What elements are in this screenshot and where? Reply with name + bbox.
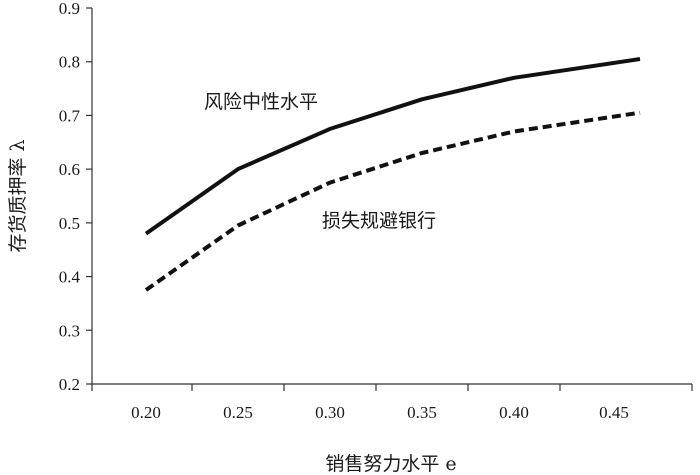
y-tick-label: 0.6: [59, 160, 80, 179]
series-layer: [144, 57, 641, 292]
series-line-risk-neutral: [144, 57, 641, 236]
x-tick-label: 0.35: [407, 403, 437, 422]
series-line-loss-averse-bank: [144, 110, 641, 292]
x-tick-label: 0.30: [315, 403, 345, 422]
y-tick-label: 0.8: [59, 53, 80, 72]
y-axis-title: 存货质押率 λ: [7, 139, 29, 252]
x-tick-label: 0.40: [499, 403, 529, 422]
x-tick-label: 0.25: [223, 403, 253, 422]
annotation-loss-averse-bank: 损失规避银行: [322, 210, 436, 232]
y-tick-label: 0.4: [59, 268, 81, 287]
x-tick-label: 0.20: [131, 403, 161, 422]
annotation-risk-neutral: 风险中性水平: [204, 91, 318, 113]
x-tick-label: 0.45: [599, 403, 629, 422]
y-axis-ticks: 0.2 0.3 0.4 0.5 0.6 0.7 0.8 0.9: [59, 0, 92, 394]
y-tick-label: 0.9: [59, 0, 80, 18]
x-axis-ticks: 0.20 0.25 0.30 0.35 0.40 0.45: [91, 384, 693, 422]
y-tick-label: 0.3: [59, 321, 80, 340]
y-tick-label: 0.2: [59, 375, 80, 394]
y-tick-label: 0.7: [59, 106, 81, 125]
x-axis-title: 销售努力水平 e: [325, 453, 456, 475]
y-tick-label: 0.5: [59, 214, 80, 233]
